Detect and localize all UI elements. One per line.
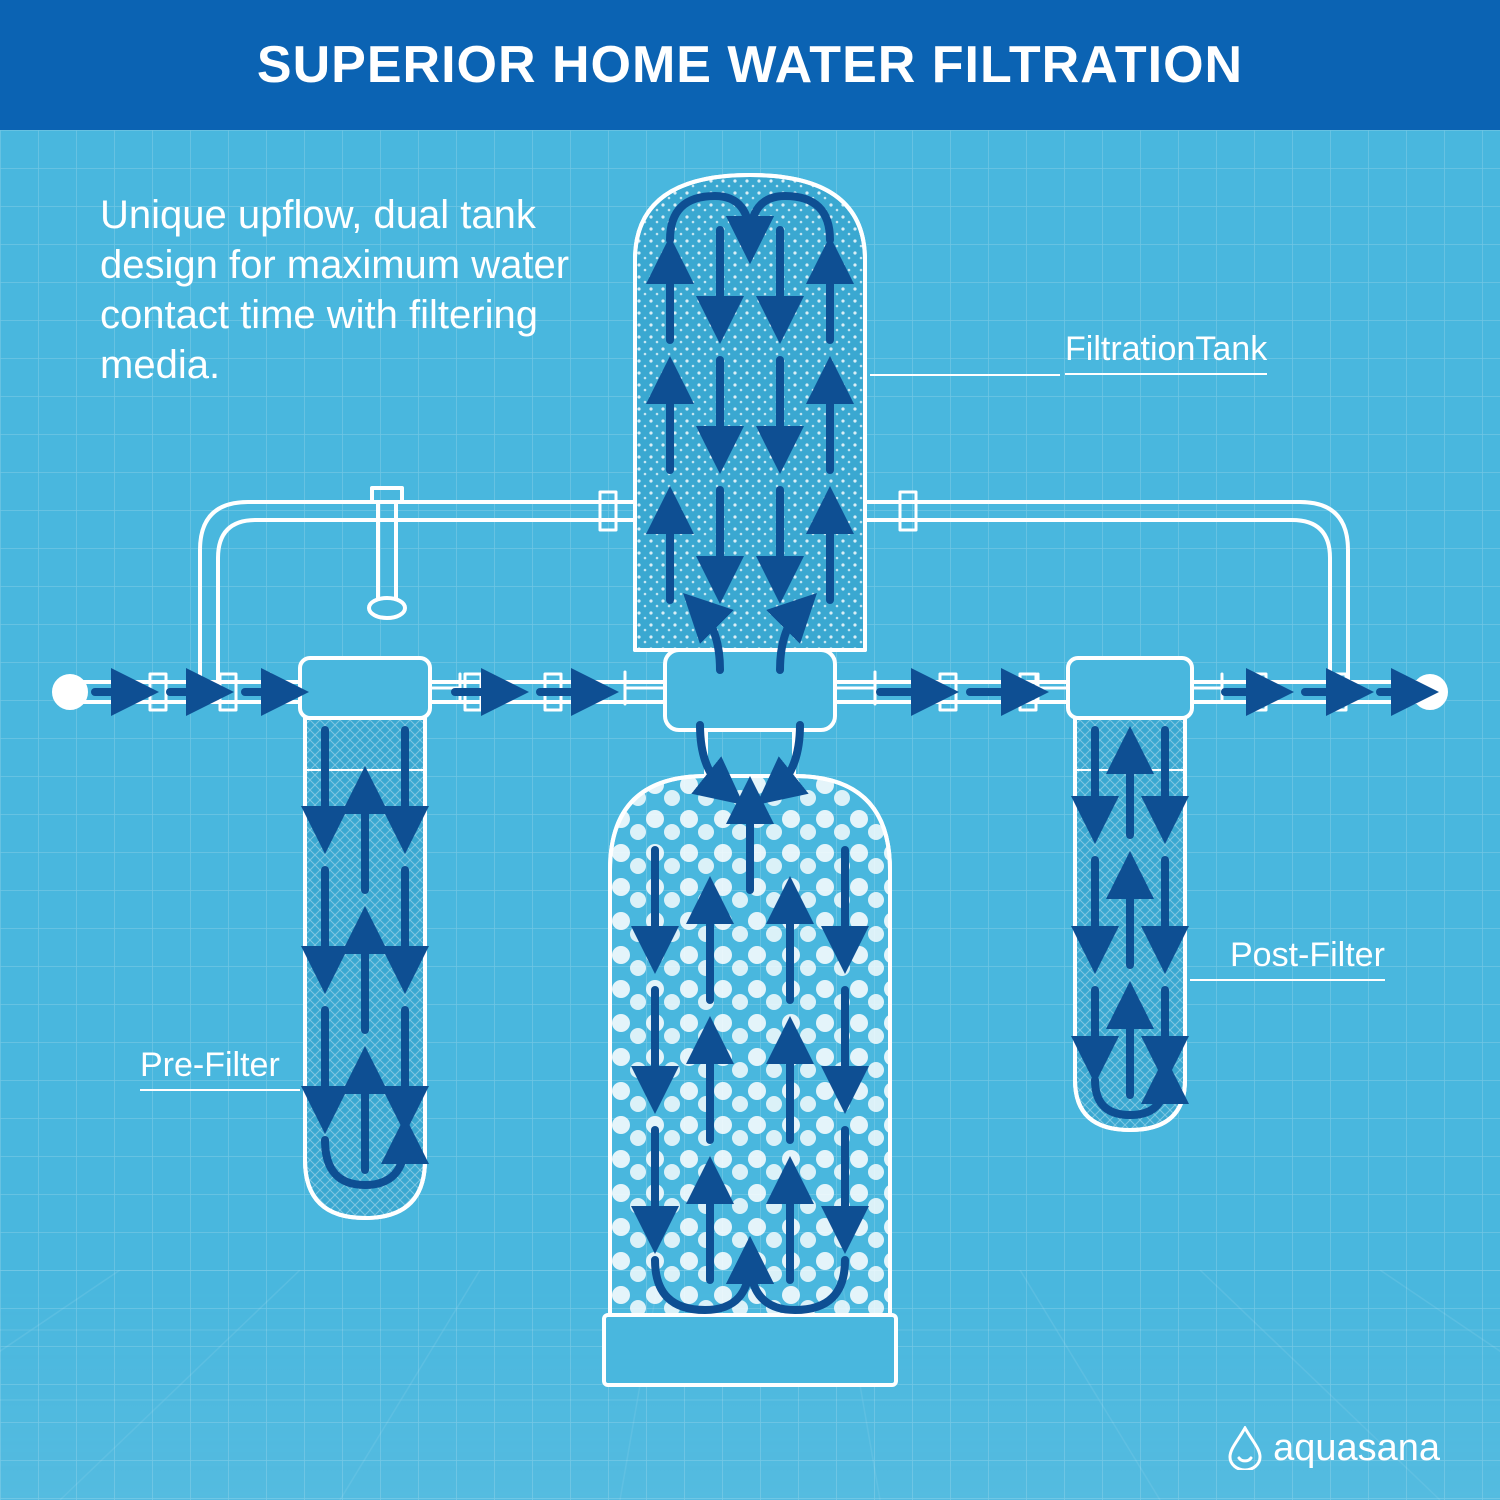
label-post-filter: Post-Filter [1230, 936, 1385, 981]
title-banner: SUPERIOR HOME WATER FILTRATION [0, 0, 1500, 130]
diagram-panel: Unique upflow, dual tank design for maxi… [0, 130, 1500, 1500]
brand-name: aquasana [1273, 1427, 1440, 1470]
label-pre-filter: Pre-Filter [140, 1046, 280, 1091]
center-manifold [625, 650, 875, 730]
bypass-valve [369, 488, 405, 618]
brand-logo: aquasana [1227, 1426, 1440, 1470]
page-title: SUPERIOR HOME WATER FILTRATION [257, 35, 1243, 95]
droplet-icon [1227, 1426, 1263, 1470]
filtration-diagram [0, 130, 1500, 1500]
label-filtration-tank: FiltrationTank [1065, 330, 1267, 375]
